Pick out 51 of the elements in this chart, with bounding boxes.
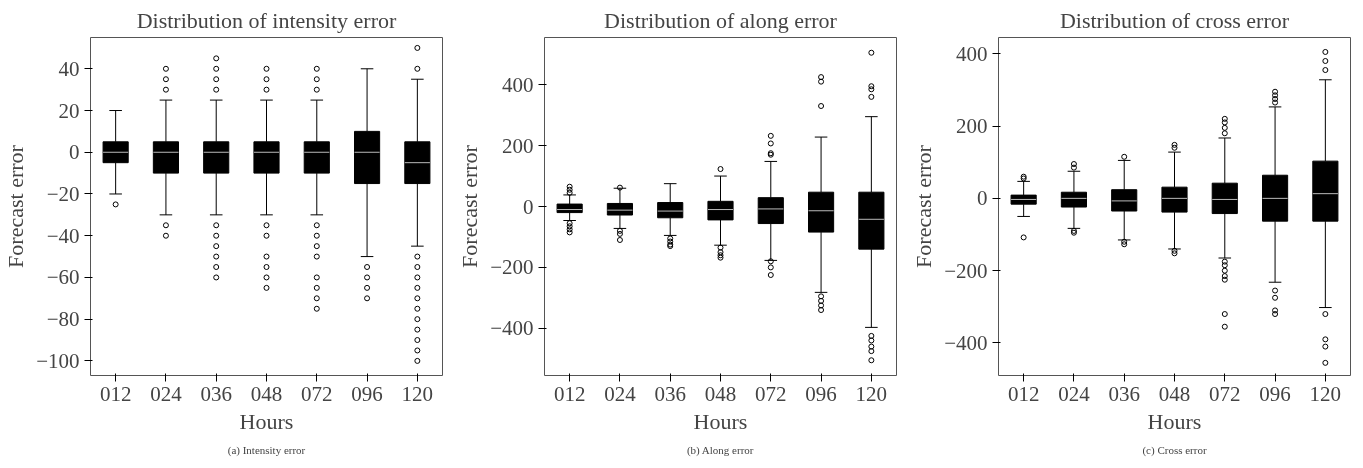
x-tick-label: 072 bbox=[301, 381, 333, 406]
x-tick-label: 012 bbox=[99, 381, 132, 406]
x-tick-label: 072 bbox=[1209, 381, 1241, 406]
x-tick-label: 024 bbox=[150, 381, 183, 406]
y-tick-label: −200 bbox=[490, 255, 534, 280]
x-tick-label: 036 bbox=[1108, 381, 1140, 406]
x-tick-label: 012 bbox=[553, 381, 586, 406]
x-tick-label: 120 bbox=[1309, 381, 1342, 406]
chart-title: Distribution of intensity error bbox=[136, 7, 398, 33]
y-tick-label: 0 bbox=[523, 194, 534, 219]
x-tick-label: 012 bbox=[1007, 381, 1040, 406]
x-tick-label: 120 bbox=[401, 381, 434, 406]
chart-title: Distribution of cross error bbox=[1059, 7, 1290, 33]
y-tick-label: −400 bbox=[490, 316, 534, 341]
y-axis-title: Forecast error bbox=[457, 144, 483, 268]
x-tick-label: 048 bbox=[1158, 381, 1191, 406]
y-tick-label: 20 bbox=[58, 98, 80, 123]
y-tick-label: 200 bbox=[502, 133, 534, 158]
text: (b) Along error bbox=[686, 443, 754, 457]
y-axis-title: Forecast error bbox=[911, 144, 937, 268]
chart-title: Distribution of along error bbox=[604, 7, 838, 33]
x-tick-label: 096 bbox=[1259, 381, 1291, 406]
text: (a) Intensity error bbox=[227, 443, 306, 457]
x-tick-label: 036 bbox=[200, 381, 232, 406]
y-tick-label: −200 bbox=[944, 258, 988, 283]
y-tick-label: −40 bbox=[46, 223, 80, 248]
y-tick-label: −60 bbox=[46, 265, 80, 290]
y-tick-label: 400 bbox=[502, 72, 534, 97]
y-tick-label: 200 bbox=[956, 114, 988, 139]
x-tick-label: 048 bbox=[704, 381, 737, 406]
y-tick-label: −20 bbox=[46, 181, 80, 206]
x-tick-label: 024 bbox=[604, 381, 637, 406]
x-axis-title: Hours bbox=[1147, 408, 1202, 434]
text: (c) Cross error bbox=[1142, 443, 1207, 457]
y-tick-label: 0 bbox=[977, 186, 988, 211]
y-axis-title: Forecast error bbox=[3, 144, 29, 268]
y-tick-label: 400 bbox=[956, 41, 988, 66]
y-tick-label: 40 bbox=[58, 56, 80, 81]
x-tick-label: 096 bbox=[351, 381, 383, 406]
y-tick-label: 0 bbox=[69, 140, 80, 165]
x-tick-label: 096 bbox=[805, 381, 837, 406]
x-tick-label: 048 bbox=[250, 381, 283, 406]
x-tick-label: 072 bbox=[755, 381, 787, 406]
x-axis-title: Hours bbox=[693, 408, 748, 434]
x-tick-label: 024 bbox=[1058, 381, 1091, 406]
y-tick-label: −100 bbox=[36, 348, 80, 373]
y-tick-label: −80 bbox=[46, 307, 80, 332]
x-tick-label: 120 bbox=[855, 381, 888, 406]
x-axis-title: Hours bbox=[239, 408, 294, 434]
x-tick-label: 036 bbox=[654, 381, 686, 406]
y-tick-label: −400 bbox=[944, 330, 988, 355]
